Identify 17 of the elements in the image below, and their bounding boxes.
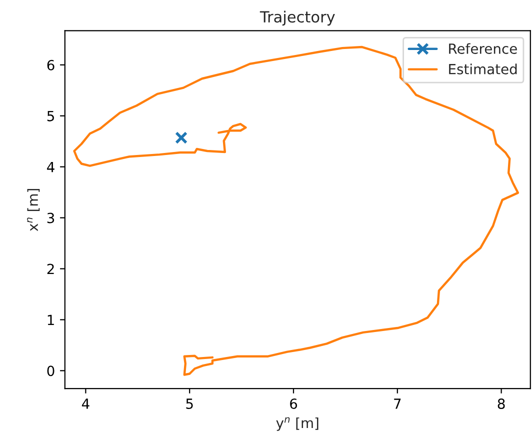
x-tick-label: 7	[394, 398, 401, 409]
y-tick-label: 2	[47, 264, 54, 274]
x-axis-title: y$^{n}$ [m]	[276, 417, 318, 431]
y-tick-label: 1	[48, 314, 54, 325]
x-tick-label: 4	[82, 398, 90, 409]
y-tick-label: 4	[47, 162, 54, 172]
y-tick-label: 5	[47, 110, 54, 122]
x-tick-label: 5	[186, 398, 193, 409]
chart-title: Trajectory	[260, 10, 335, 26]
y-tick-label: 3	[47, 212, 54, 224]
legend-label: Reference	[449, 43, 517, 54]
y-axis-title: x$^{n}$ [m]	[27, 189, 40, 232]
x-tick-label: 6	[290, 398, 298, 409]
x-tick-label: 8	[498, 398, 505, 409]
y-tick-label: 6	[47, 60, 54, 70]
legend-label: Estimated	[449, 64, 517, 74]
y-tick-label: 0	[47, 366, 54, 376]
